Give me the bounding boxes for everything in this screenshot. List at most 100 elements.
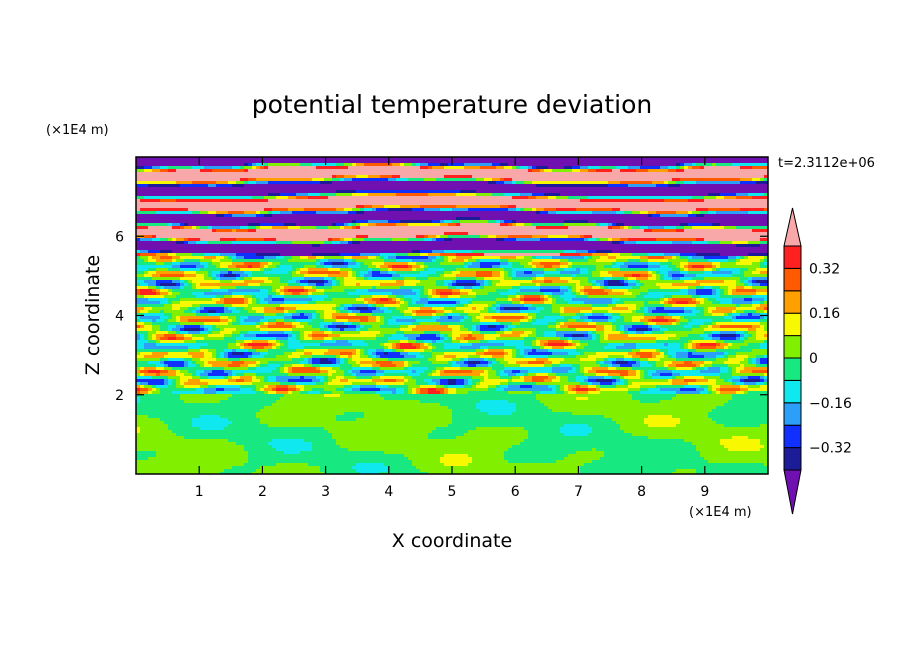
contour-cell (216, 295, 225, 299)
contour-cell (416, 370, 425, 374)
contour-cell (184, 361, 189, 365)
contour-cell (744, 334, 749, 338)
contour-cell (400, 220, 433, 224)
contour-cell (268, 340, 277, 344)
contour-cell (444, 274, 457, 278)
contour-cell (544, 361, 553, 365)
contour-cell (456, 205, 501, 209)
contour-cell (636, 241, 673, 245)
contour-cell (648, 319, 653, 323)
contour-cell (376, 304, 385, 308)
contour-cell (352, 226, 357, 230)
contour-cell (536, 394, 633, 398)
contour-cell (428, 382, 437, 386)
contour-cell (504, 166, 513, 170)
contour-cell (592, 319, 609, 323)
contour-cell (348, 307, 357, 311)
contour-cell (224, 304, 233, 308)
contour-cell (192, 286, 197, 290)
contour-cell (192, 280, 221, 284)
contour-cell (640, 355, 653, 359)
contour-cell (248, 223, 261, 227)
contour-cell (164, 313, 173, 317)
contour-cell (644, 307, 649, 311)
contour-cell (480, 319, 497, 323)
contour-cell (148, 388, 153, 392)
contour-cell (696, 472, 768, 474)
contour-cell (564, 292, 573, 296)
contour-cell (340, 238, 345, 242)
contour-cell (624, 328, 629, 332)
contour-cell (164, 295, 177, 299)
contour-cell (640, 373, 645, 377)
contour-cell (712, 325, 721, 329)
contour-cell (268, 352, 285, 356)
contour-cell (764, 325, 768, 329)
contour-cell (508, 379, 513, 383)
contour-cell (700, 295, 721, 299)
contour-cell (656, 337, 669, 341)
contour-cell (708, 241, 721, 245)
contour-cell (256, 178, 313, 182)
contour-cell (404, 379, 409, 383)
contour-cell (504, 238, 517, 242)
contour-cell (532, 385, 549, 389)
contour-cell (440, 460, 473, 464)
contour-cell (412, 208, 425, 212)
contour-cell (388, 295, 397, 299)
contour-cell (380, 472, 429, 474)
contour-cell (436, 334, 441, 338)
contour-cell (328, 376, 337, 380)
contour-cell (240, 385, 257, 389)
contour-cell (688, 355, 705, 359)
contour-cell (656, 370, 673, 374)
contour-cell (696, 181, 741, 185)
contour-cell (240, 358, 293, 362)
contour-cell (156, 454, 249, 458)
contour-cell (660, 271, 669, 275)
contour-cell (140, 391, 149, 395)
contour-cell (480, 313, 529, 317)
colorbar-tick-label: −0.32 (809, 441, 852, 457)
contour-cell (136, 322, 145, 326)
contour-cell (464, 319, 473, 323)
contour-cell (516, 346, 533, 350)
contour-cell (412, 343, 421, 347)
contour-cell (724, 340, 745, 344)
contour-cell (496, 220, 501, 224)
contour-cell (144, 196, 253, 200)
contour-cell (736, 244, 761, 248)
contour-cell (616, 304, 637, 308)
contour-cell (408, 340, 417, 344)
contour-cell (388, 208, 413, 212)
contour-cell (608, 280, 621, 284)
contour-cell (252, 472, 325, 474)
contour-cell (264, 385, 269, 389)
contour-cell (764, 262, 768, 266)
contour-cell (728, 259, 737, 263)
contour-cell (152, 322, 181, 326)
contour-cell (628, 238, 657, 242)
contour-cell (704, 256, 729, 260)
contour-cell (756, 181, 768, 185)
contour-cell (348, 379, 373, 383)
contour-cell (352, 268, 369, 272)
contour-cell (316, 367, 321, 371)
contour-cell (256, 325, 261, 329)
contour-cell (648, 307, 657, 311)
contour-cell (452, 334, 461, 338)
contour-cell (612, 262, 617, 266)
contour-cell (180, 280, 185, 284)
contour-cell (400, 301, 405, 305)
contour-cell (648, 169, 669, 173)
contour-cell (136, 190, 337, 194)
contour-cell (428, 433, 465, 437)
contour-cell (228, 343, 237, 347)
contour-cell (216, 355, 221, 359)
contour-cell (736, 310, 745, 314)
contour-cell (340, 445, 513, 449)
contour-cell (480, 166, 497, 170)
contour-cell (192, 181, 217, 185)
contour-cell (356, 313, 373, 317)
contour-cell (560, 310, 565, 314)
